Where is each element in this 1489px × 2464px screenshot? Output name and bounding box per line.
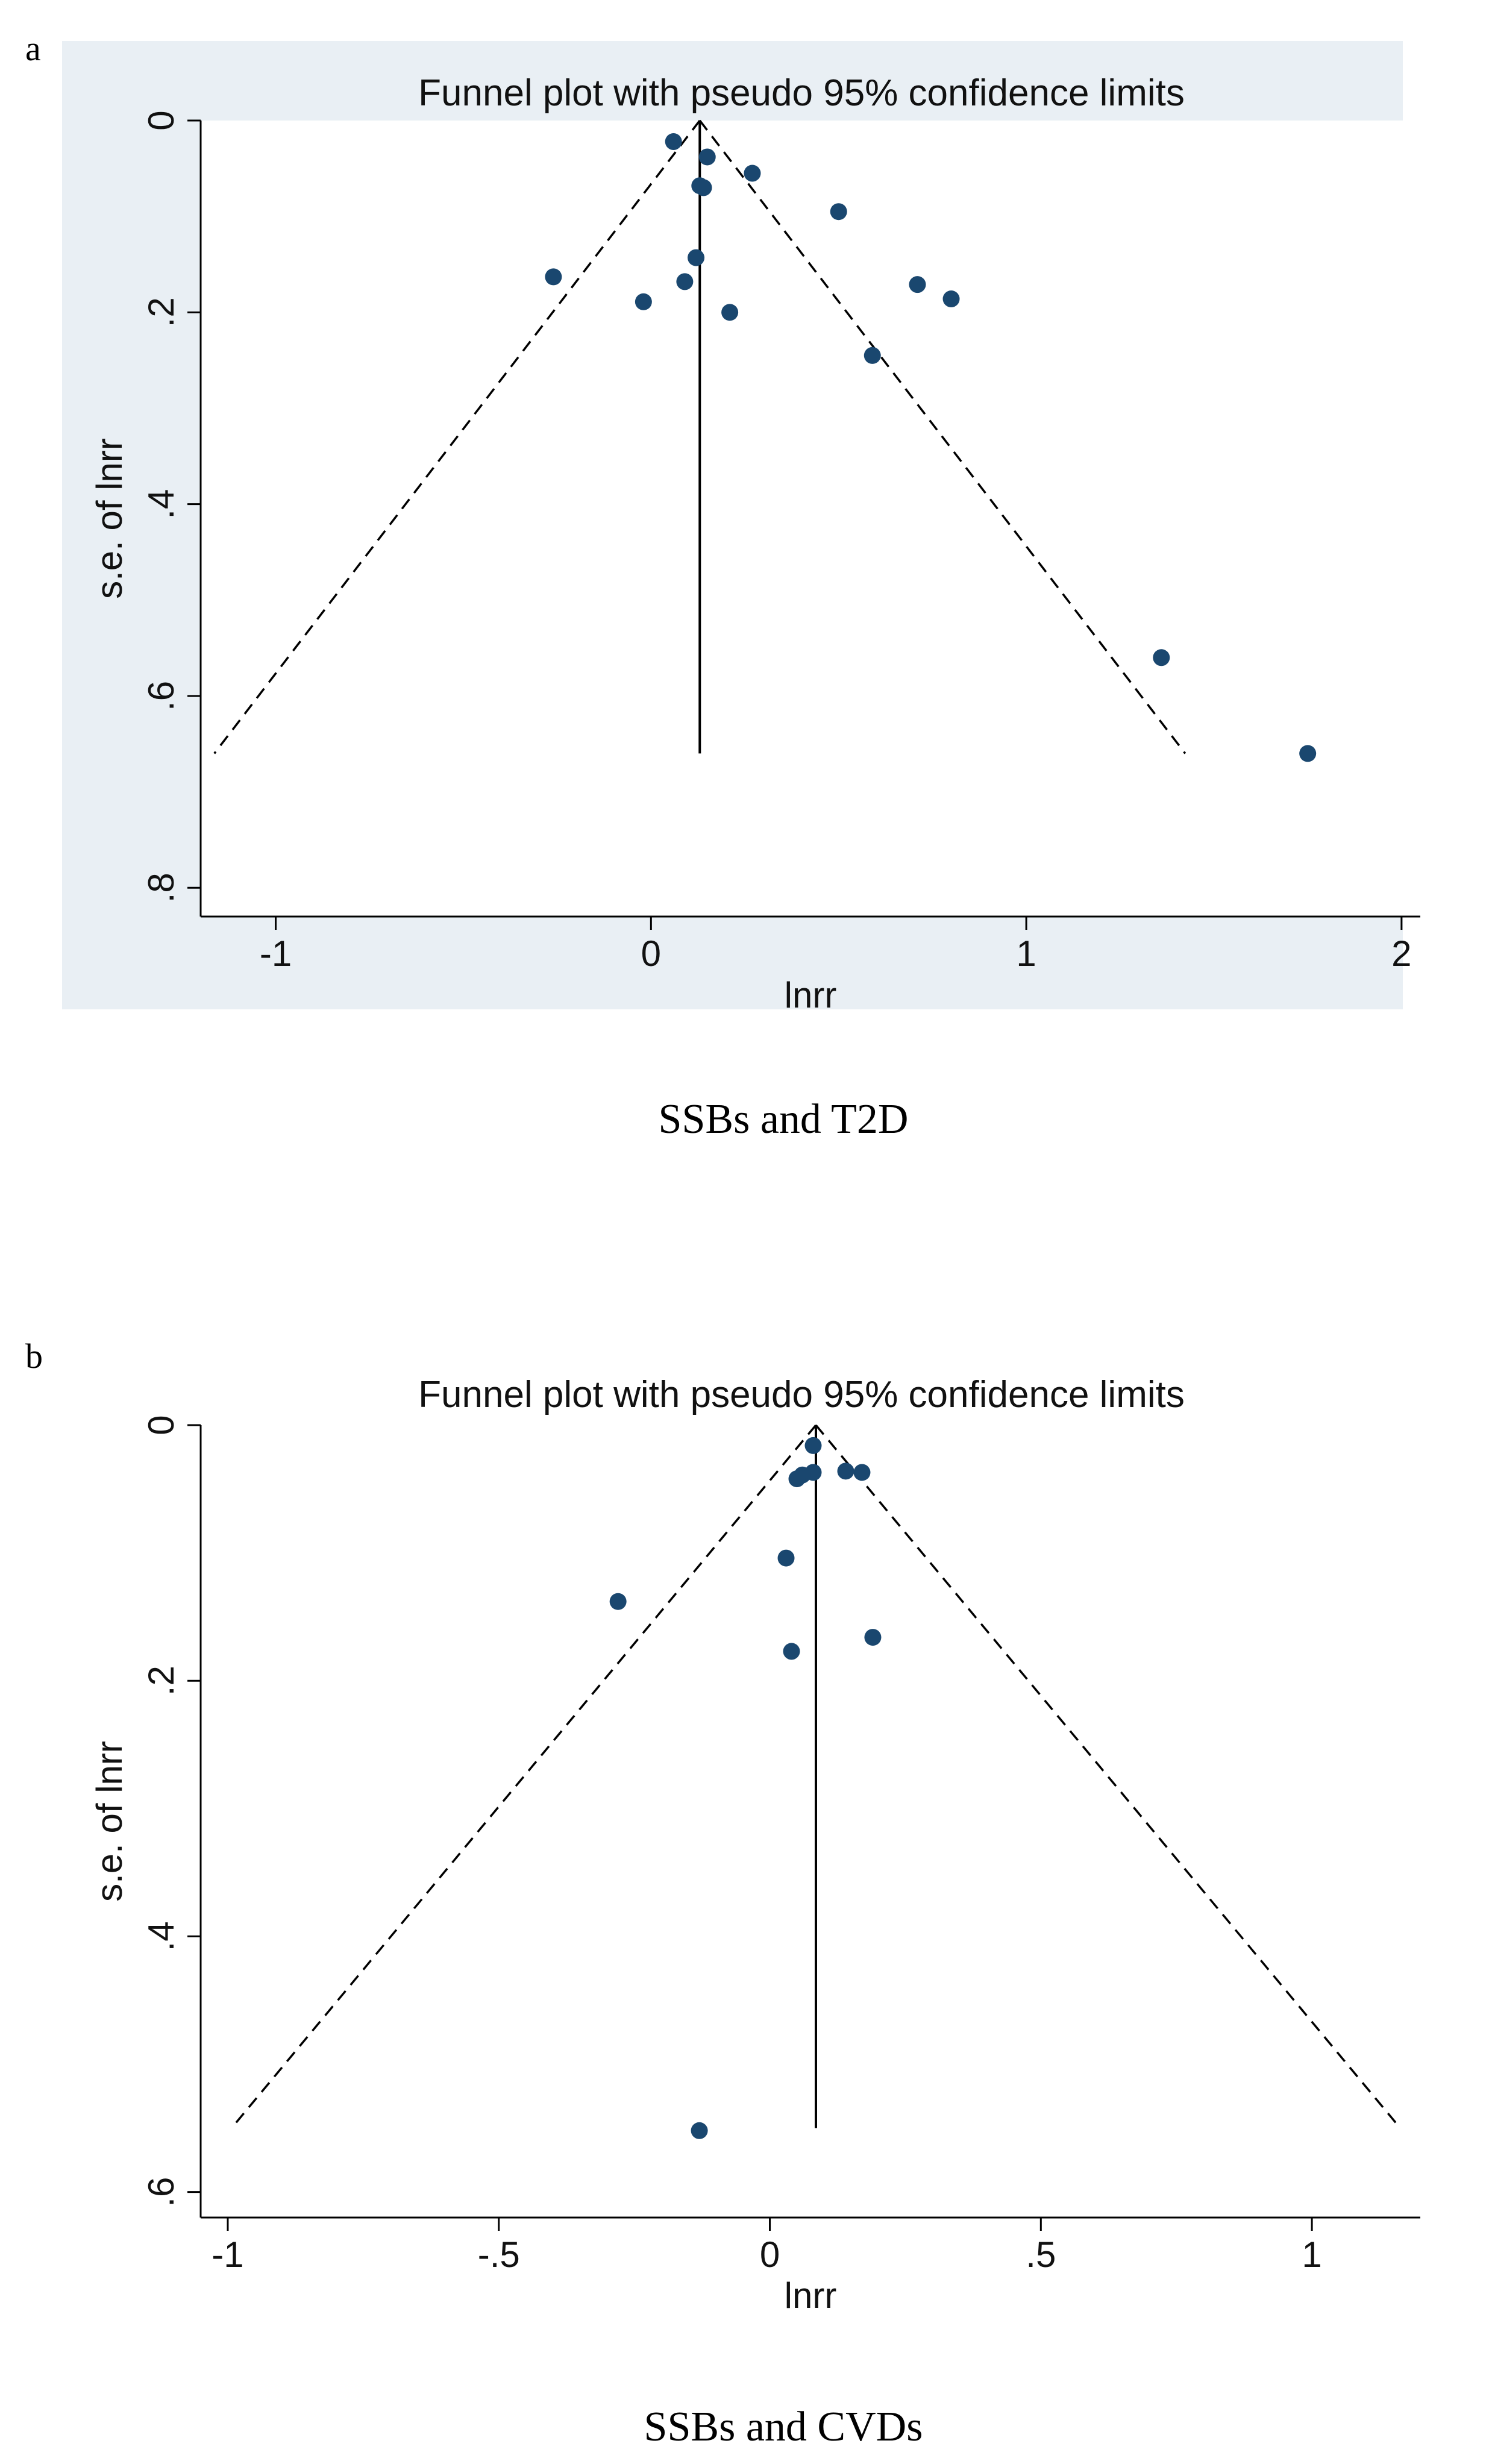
study-point: [830, 203, 847, 221]
figure-caption: SSBs and T2D: [659, 1096, 909, 1143]
y-axis-label: s.e. of lnrr: [89, 1741, 130, 1902]
study-point: [783, 1643, 800, 1660]
x-axis-label: lnrr: [785, 975, 837, 1015]
plot-area: [201, 1425, 1420, 2218]
study-point: [721, 304, 739, 321]
x-tick-label: 0: [641, 933, 661, 974]
study-point: [1299, 745, 1317, 762]
study-point: [909, 276, 926, 293]
y-tick-label: .2: [141, 1666, 181, 1696]
study-point: [864, 346, 881, 364]
y-axis-label: s.e. of lnrr: [89, 438, 130, 599]
y-tick-label: 0: [141, 110, 181, 130]
x-tick-label: -1: [260, 933, 292, 974]
x-tick-label: .5: [1026, 2234, 1056, 2275]
study-point: [635, 293, 652, 310]
study-point: [688, 249, 705, 266]
study-point: [609, 1593, 627, 1610]
confidence-limit-right: [815, 1424, 1402, 2129]
y-tick-label: 0: [141, 1415, 181, 1435]
y-tick-label: .2: [141, 297, 181, 327]
x-tick-label: -.5: [478, 2234, 520, 2275]
funnel-plot-panel-b: b Funnel plot with pseudo 95% confidence …: [25, 1337, 1420, 2450]
study-point: [691, 2122, 708, 2139]
plot-title: Funnel plot with pseudo 95% confidence l…: [418, 1374, 1185, 1415]
study-point: [853, 1464, 871, 1481]
y-tick-label: .6: [141, 681, 181, 711]
study-point: [695, 179, 712, 196]
study-point: [744, 165, 761, 182]
study-point: [788, 1470, 806, 1488]
y-tick-label: .6: [141, 2177, 181, 2207]
confidence-limit-left: [213, 119, 701, 754]
figure-caption: SSBs and CVDs: [644, 2404, 923, 2450]
confidence-limit-left: [230, 1424, 817, 2129]
x-tick-label: 0: [760, 2234, 780, 2275]
study-point: [942, 290, 960, 308]
plot-title: Funnel plot with pseudo 95% confidence l…: [418, 72, 1185, 114]
x-tick-label: 2: [1391, 933, 1411, 974]
plot-area: [201, 121, 1420, 917]
confidence-limit-right: [698, 119, 1186, 754]
study-point: [804, 1437, 822, 1454]
study-point: [1153, 649, 1170, 666]
study-point: [545, 268, 562, 286]
study-point: [837, 1462, 854, 1480]
panel-label: a: [25, 29, 41, 68]
x-axis-label: lnrr: [785, 2275, 837, 2316]
x-tick-label: -1: [212, 2234, 243, 2275]
x-tick-label: 1: [1016, 933, 1036, 974]
y-tick-label: .8: [141, 873, 181, 903]
x-tick-label: 1: [1302, 2234, 1321, 2275]
study-point: [676, 273, 694, 290]
study-point: [777, 1549, 795, 1567]
study-point: [698, 148, 716, 166]
panel-label: b: [25, 1337, 43, 1376]
y-tick-label: .4: [141, 489, 181, 519]
study-point: [864, 1629, 882, 1646]
funnel-plot-panel-a: a Funnel plot with pseudo 95% confidence …: [25, 29, 1420, 1143]
study-point: [665, 133, 682, 151]
y-tick-label: .4: [141, 1921, 181, 1951]
